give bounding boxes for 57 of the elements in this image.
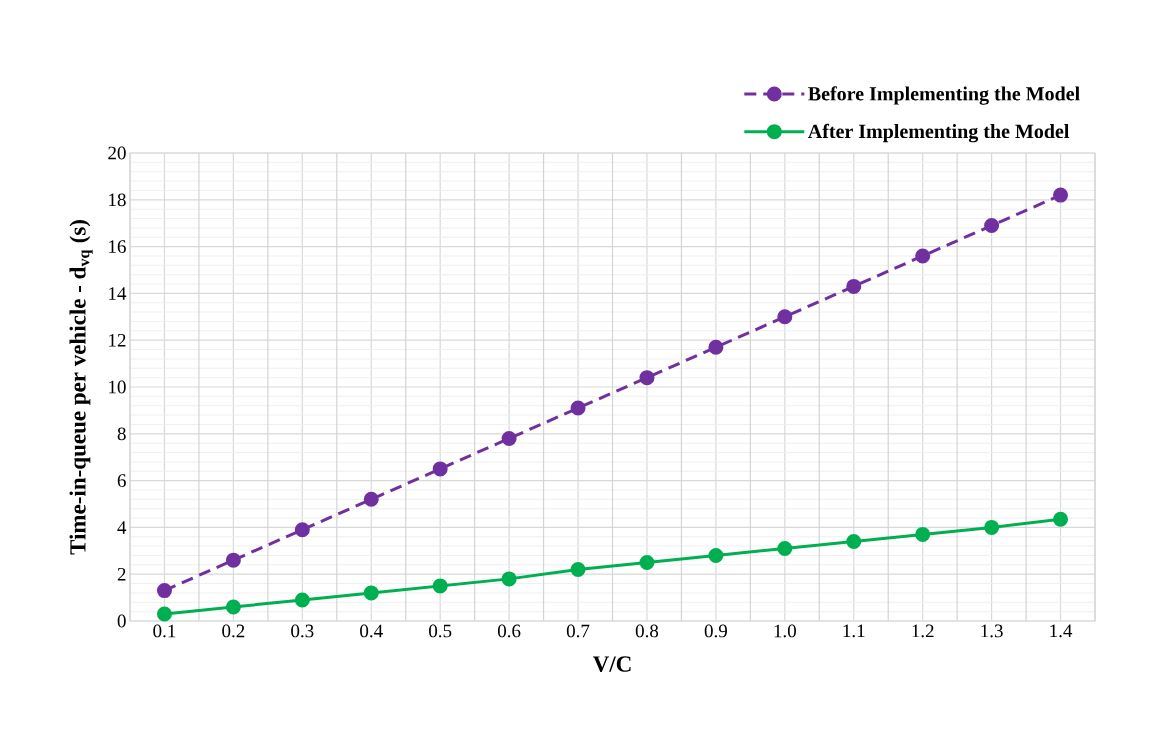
point xyxy=(984,218,1000,234)
point xyxy=(294,522,310,538)
point xyxy=(363,585,379,601)
x-tick-label: 0.6 xyxy=(497,624,521,638)
y-tick-label: 14 xyxy=(109,287,127,300)
point xyxy=(501,571,517,587)
point xyxy=(777,309,793,325)
x-tick-label: 1.1 xyxy=(843,624,865,638)
x-tick-label: 0.8 xyxy=(635,624,659,638)
x-tick-label: 0.5 xyxy=(429,624,452,638)
y-tick-label: 20 xyxy=(108,146,126,160)
x-tick-label: 0.4 xyxy=(360,624,383,638)
point xyxy=(984,519,1000,535)
point xyxy=(846,533,862,549)
point xyxy=(156,583,172,599)
point xyxy=(432,461,448,477)
point xyxy=(225,599,241,615)
x-tick-label: 1.0 xyxy=(774,624,796,638)
point xyxy=(363,491,379,507)
x-tick-label: 0.2 xyxy=(222,624,245,638)
point xyxy=(432,578,448,594)
point xyxy=(915,526,931,542)
legend-label: Before Implementing the Model xyxy=(808,86,1080,105)
point xyxy=(570,400,586,416)
y-tick-label: 6 xyxy=(117,474,126,487)
x-tick-label: 0.9 xyxy=(704,624,727,638)
x-tick-label: 1.2 xyxy=(912,624,934,638)
point xyxy=(1053,511,1069,527)
point xyxy=(639,555,655,570)
y-tick-label: 12 xyxy=(109,333,126,347)
point xyxy=(570,562,586,578)
x-tick-label: 0.1 xyxy=(153,624,176,638)
x-tick-label: 0.7 xyxy=(566,624,590,638)
y-tick-label: 10 xyxy=(109,380,126,394)
y-tick-label: 18 xyxy=(109,193,126,207)
point xyxy=(777,540,793,556)
y-tick-label: 16 xyxy=(109,240,126,253)
point xyxy=(156,606,172,622)
x-tick-label: 0.3 xyxy=(291,624,314,638)
point xyxy=(846,278,862,294)
point xyxy=(501,430,517,446)
x-axis-title: V/C xyxy=(592,656,631,672)
y-tick-label: 4 xyxy=(117,521,127,534)
point xyxy=(708,339,724,355)
y-tick-label: 2 xyxy=(117,567,126,581)
point xyxy=(294,592,310,608)
x-tick-label: 1.3 xyxy=(981,624,1003,638)
point xyxy=(708,547,724,563)
y-tick-label: 8 xyxy=(117,427,126,441)
y-axis-title: Time-in-queue per vehicle - d$_{vq}$ (s) xyxy=(69,220,93,555)
legend-label: After Implementing the Model xyxy=(807,123,1070,143)
y-tick-label: 0 xyxy=(117,614,126,628)
point xyxy=(1053,187,1069,203)
point xyxy=(225,552,241,568)
x-tick-label: 1.4 xyxy=(1050,624,1073,638)
point xyxy=(915,248,931,264)
point xyxy=(639,370,655,386)
